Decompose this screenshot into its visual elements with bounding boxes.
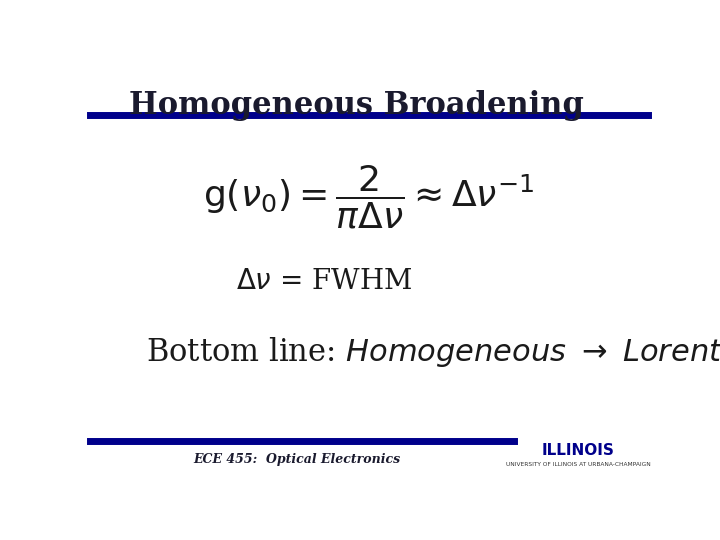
Text: ILLINOIS: ILLINOIS [542,443,615,458]
Text: UNIVERSITY OF ILLINOIS AT URBANA-CHAMPAIGN: UNIVERSITY OF ILLINOIS AT URBANA-CHAMPAI… [506,462,651,467]
FancyBboxPatch shape [548,482,581,491]
Text: $\Delta\nu$ = FWHM: $\Delta\nu$ = FWHM [236,267,413,294]
Text: ECE 455:  Optical Electronics: ECE 455: Optical Electronics [193,453,400,467]
Text: Homogeneous Broadening: Homogeneous Broadening [129,90,584,121]
FancyBboxPatch shape [548,513,581,523]
FancyBboxPatch shape [559,482,570,523]
Text: $\mathrm{g}(\nu_0) = \dfrac{2}{\pi\Delta\nu} \approx \Delta\nu^{-1}$: $\mathrm{g}(\nu_0) = \dfrac{2}{\pi\Delta… [203,164,535,232]
Text: Bottom line: $\mathit{Homogeneous}$ $\rightarrow$ $\mathit{Lorentzian}$: Bottom line: $\mathit{Homogeneous}$ $\ri… [145,335,720,369]
